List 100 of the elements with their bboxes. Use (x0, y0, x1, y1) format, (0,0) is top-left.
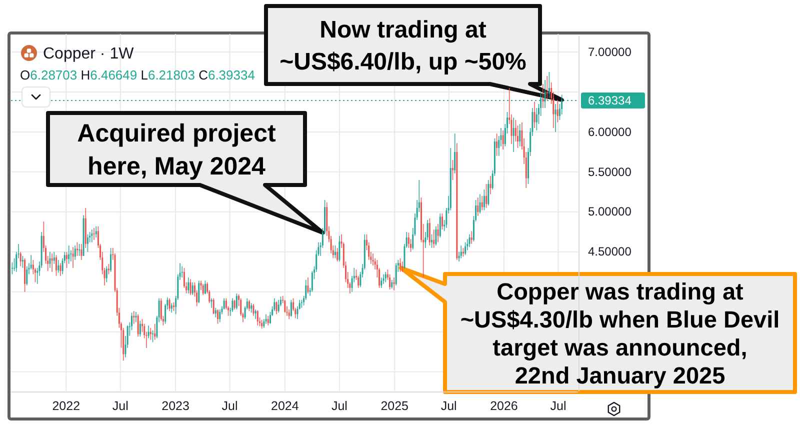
candlestick (93, 227, 95, 240)
candlestick (437, 223, 439, 243)
candlestick (288, 308, 290, 320)
candlestick (60, 262, 62, 276)
candlestick (265, 314, 267, 324)
candlestick (479, 194, 481, 214)
candlestick (452, 159, 454, 180)
candlestick (55, 254, 58, 276)
candlestick (256, 310, 258, 326)
x-tick-label: 2025 (380, 398, 409, 413)
candlestick (311, 270, 313, 292)
candlestick (254, 308, 256, 320)
text: Copper · 1W (43, 46, 135, 62)
x-tick-label: Jul (222, 398, 238, 413)
candlestick (389, 274, 391, 290)
candlestick (490, 175, 492, 195)
candlestick (76, 242, 78, 256)
candlestick (464, 242, 466, 256)
candlestick (372, 253, 374, 266)
candlestick (542, 84, 544, 108)
x-tick-label: Jul (331, 398, 348, 413)
candlestick (483, 189, 485, 211)
candlestick (26, 266, 28, 286)
candlestick (53, 251, 55, 264)
candlestick (460, 245, 462, 259)
candlestick (556, 100, 558, 123)
x-tick-label: Jul (550, 398, 566, 413)
candlestick (548, 72, 550, 99)
candlestick (428, 218, 430, 246)
candlestick (170, 302, 172, 314)
candlestick (278, 299, 280, 314)
candlestick (49, 251, 51, 268)
candlestick (290, 299, 292, 318)
x-tick-label: 2024 (271, 398, 299, 413)
candlestick (400, 258, 402, 272)
candlestick (95, 226, 97, 238)
annotation: Acquired project here, May 2024 (77, 120, 276, 180)
candlestick (512, 117, 514, 152)
candlestick (466, 238, 468, 251)
candlestick (24, 258, 26, 292)
candlestick (198, 280, 200, 304)
candlestick (74, 245, 76, 260)
x-tick-label: 2026 (490, 398, 518, 413)
candlestick (486, 183, 488, 208)
y-tick-label: 6.00000 (588, 124, 632, 139)
candlestick (168, 298, 170, 312)
candlestick (380, 277, 382, 288)
candlestick (477, 197, 479, 216)
candlestick (431, 234, 433, 248)
candlestick (58, 259, 60, 274)
ref-line-label: 6.39334 (588, 94, 632, 108)
candlestick (234, 299, 236, 310)
x-tick-label: Jul (440, 398, 457, 413)
candlestick (267, 315, 269, 326)
candlestick (70, 250, 72, 262)
candlestick (439, 213, 441, 238)
candlestick (214, 307, 216, 318)
candlestick (481, 195, 483, 211)
candlestick (250, 302, 252, 314)
candlestick (212, 298, 214, 315)
candlestick (148, 324, 150, 339)
candlestick (133, 310, 135, 324)
candlestick (72, 246, 74, 268)
y-tick-label: 5.50000 (588, 164, 632, 179)
candlestick (139, 320, 141, 338)
candlestick (78, 243, 80, 256)
candlestick (502, 130, 504, 150)
x-tick-label: Jul (112, 398, 128, 413)
candlestick (248, 299, 250, 312)
candlestick (307, 277, 309, 294)
candlestick (204, 280, 206, 295)
candlestick (519, 124, 521, 147)
candlestick (534, 101, 536, 128)
candlestick (110, 247, 112, 272)
candlestick (441, 213, 443, 230)
candlestick (80, 243, 82, 260)
candlestick (154, 323, 156, 340)
candlestick (219, 308, 221, 323)
candlestick (160, 298, 162, 322)
candlestick (86, 234, 88, 252)
candlestick (338, 235, 340, 262)
candlestick (536, 108, 538, 131)
annotation: O6.28703 H6.46649 L6.21803 C6.39334 (20, 68, 255, 82)
candlestick (284, 299, 286, 314)
candlestick (66, 251, 68, 268)
candlestick (22, 255, 24, 268)
candlestick (546, 76, 548, 100)
candlestick (137, 314, 139, 338)
candlestick (188, 277, 190, 294)
candlestick (135, 311, 137, 323)
candlestick (408, 232, 410, 248)
candlestick (470, 230, 472, 244)
candlestick (232, 298, 234, 312)
y-tick-label: 5.00000 (588, 204, 632, 219)
y-tick-label: 4.50000 (588, 244, 632, 259)
candlestick (393, 277, 395, 291)
x-tick-label: 2022 (52, 398, 80, 413)
candlestick (488, 179, 490, 206)
candlestick (236, 293, 238, 310)
candlestick (395, 262, 397, 286)
